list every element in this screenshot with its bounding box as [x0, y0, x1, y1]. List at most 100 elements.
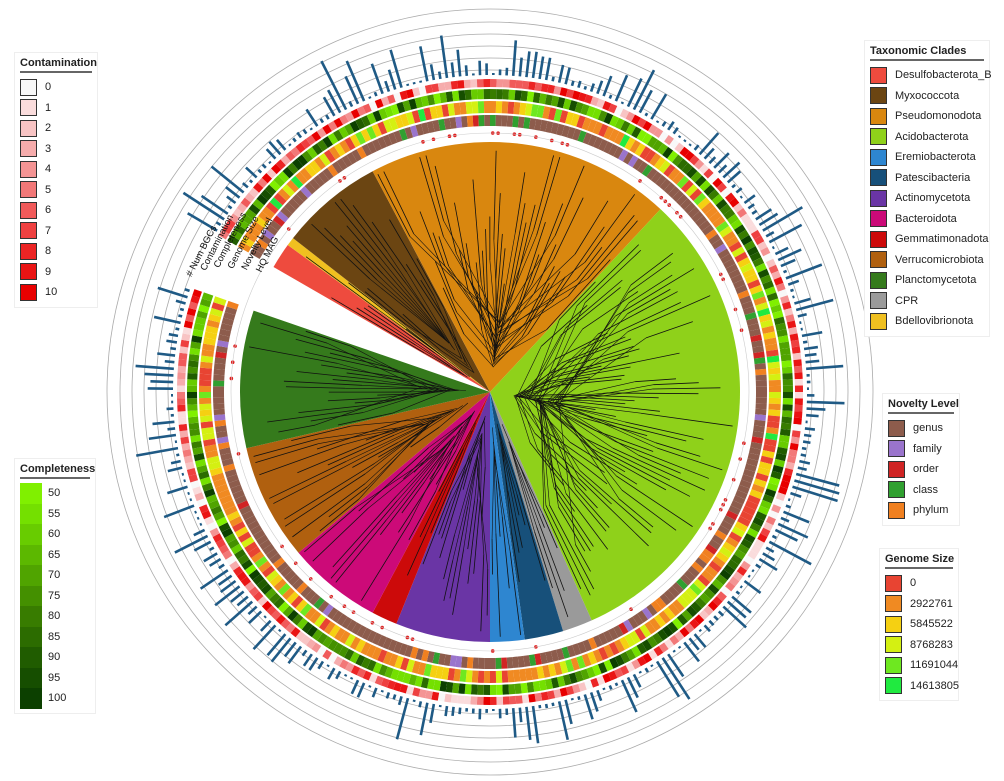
contamination-ring-segment: [596, 98, 606, 109]
novelty-ring-segment: [484, 115, 490, 127]
novelty-ring-segment: [351, 622, 362, 635]
tree-branch: [518, 359, 556, 398]
bgc-count-bar: [392, 694, 397, 700]
tree-branch: [463, 454, 479, 550]
novelty-ring-segment: [587, 637, 598, 650]
contamination-ring-segment: [229, 213, 240, 224]
contamination-ring-segment: [240, 576, 251, 587]
contamination-ring-segment: [212, 533, 223, 543]
novelty-ring-segment: [220, 323, 233, 332]
novelty-ring-segment: [550, 649, 559, 662]
tree-branch: [355, 446, 446, 509]
contamination-ring-segment: [534, 692, 543, 702]
bgc-count-bar: [583, 85, 588, 90]
bgc-count-bar: [348, 100, 354, 108]
bgc-count-bar: [780, 258, 796, 268]
genome-size-ring-segment: [247, 546, 261, 559]
tree-branch: [521, 471, 545, 528]
completeness-ring-segment: [378, 664, 388, 676]
completeness-ring-segment: [420, 95, 430, 107]
novelty-ring-segment: [694, 215, 708, 227]
contamination-ring-segment: [790, 436, 800, 445]
novelty-ring-segment: [372, 138, 382, 152]
contamination-ring-segment: [190, 480, 200, 489]
genome-size-ring-segment: [672, 171, 685, 185]
contamination-ring-segment: [780, 480, 790, 489]
completeness-ring-segment: [699, 592, 711, 604]
legend-swatch: [20, 544, 42, 565]
completeness-ring-segment: [301, 150, 313, 163]
genome-size-ring-segment: [587, 119, 598, 133]
genome-size-ring-segment: [277, 188, 291, 202]
tree-branch: [324, 227, 378, 281]
genome-size-ring-segment: [251, 551, 265, 564]
genome-size-ring-segment: [232, 521, 246, 533]
novelty-ring-segment: [539, 119, 548, 132]
contamination-ring-segment: [768, 510, 779, 520]
novelty-ring-segment: [754, 414, 767, 421]
contamination-ring-segment: [470, 79, 478, 88]
genome-size-ring-segment: [429, 106, 438, 120]
legend-label: family: [913, 442, 942, 455]
novelty-ring-segment: [582, 639, 592, 652]
legend-swatch: [20, 565, 42, 586]
bgc-count-bar: [344, 673, 348, 677]
genome-size-ring-segment: [634, 627, 646, 641]
novelty-ring-segment: [341, 616, 353, 629]
contamination-ring-segment: [773, 276, 784, 286]
tree-branch: [485, 229, 489, 309]
completeness-ring-segment: [234, 224, 246, 236]
completeness-ring-segment: [695, 175, 707, 187]
contamination-ring-segment: [736, 566, 748, 576]
contamination-ring-segment: [178, 359, 187, 367]
tree-branch: [292, 483, 366, 538]
completeness-ring-segment: [743, 240, 756, 251]
bgc-count-bar: [570, 80, 575, 87]
completeness-ring-segment: [641, 132, 653, 145]
completeness-ring-segment: [292, 613, 304, 626]
bgc-count-bar: [320, 60, 348, 111]
completeness-ring-segment: [355, 654, 366, 667]
genome-size-ring-segment: [314, 156, 327, 170]
completeness-ring-segment: [568, 672, 578, 684]
tree-branch: [495, 193, 501, 279]
tree-branch: [533, 244, 557, 294]
novelty-ring-segment: [309, 593, 321, 606]
tree-branch: [584, 249, 642, 303]
novelty-ring-segment: [501, 115, 508, 127]
contamination-ring-segment: [658, 642, 669, 653]
tree-branch: [477, 434, 483, 499]
tree-branch: [259, 444, 344, 476]
novelty-ring-segment: [280, 206, 293, 219]
contamination-ring-segment: [565, 88, 575, 99]
tree-branch: [565, 279, 623, 329]
bgc-count-bar: [790, 491, 802, 498]
novelty-ring-segment: [224, 468, 238, 478]
bgc-count-bar: [157, 286, 188, 299]
genome-size-ring-segment: [501, 670, 509, 683]
completeness-legend: Completeness 50 55 60 65 70 75 80 85 90 95 100: [14, 458, 96, 714]
genome-size-ring-segment: [366, 644, 377, 658]
novelty-ring-segment: [755, 386, 767, 392]
bgc-count-bar: [345, 60, 366, 102]
completeness-ring-segment: [502, 89, 510, 100]
contamination-ring-segment: [177, 365, 187, 373]
bgc-count-bar: [437, 71, 442, 80]
bgc-count-bar: [397, 696, 403, 706]
legend-swatch: [885, 677, 902, 695]
tree-branch: [554, 332, 608, 360]
legend-item: 6: [20, 200, 92, 221]
legend-item: 55: [20, 503, 90, 524]
bgc-count-bar: [655, 660, 681, 698]
bgc-count-bar: [325, 114, 330, 120]
legend-item: 75: [20, 585, 90, 606]
novelty-ring-segment: [680, 198, 692, 210]
novelty-ring-segment: [556, 123, 565, 136]
genome-size-ring-segment: [734, 251, 748, 263]
bgc-count-bar: [743, 579, 762, 594]
genome-size-ring-segment: [290, 175, 304, 189]
tree-branch: [406, 271, 453, 348]
completeness-ring-segment: [452, 682, 460, 694]
genome-size-ring-segment: [334, 627, 346, 641]
bgc-count-bar: [800, 453, 807, 457]
